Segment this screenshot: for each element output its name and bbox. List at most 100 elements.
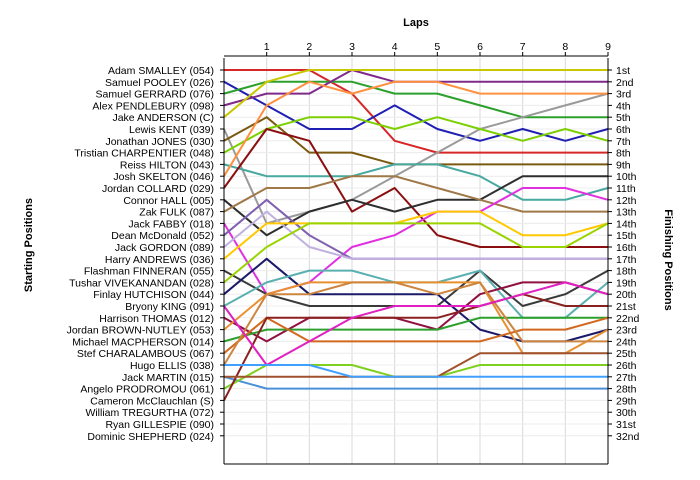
starting-position-label: Jack MARTIN (015) [122,372,214,384]
series-line-25 [223,316,609,354]
starting-position-label: Cameron McClauchlan (S) [90,395,214,407]
starting-position-label: Hugo ELLIS (038) [130,360,214,372]
starting-position-label: Dominic SHEPHERD (024) [87,431,214,443]
x-tick-label: 5 [434,41,440,53]
finishing-position-labels: 1st2nd3rd4th5th6th7th8th9th10th11th12th1… [616,65,640,443]
series-line-4 [223,69,608,107]
starting-position-label: Dean McDonald (052) [111,230,214,242]
finishing-position-label: 31st [616,419,636,431]
series-line-27 [223,375,608,390]
y-right-label: Finishing Positions [662,209,674,310]
finishing-position-label: 23rd [616,325,637,337]
starting-position-labels: Adam SMALLEY (054)Samuel POOLEY (026)Sam… [67,65,214,443]
finishing-position-label: 28th [616,384,637,396]
starting-position-label: Jordan COLLARD (029) [102,183,214,195]
series-line-10 [223,80,608,177]
series-line-1 [224,69,608,154]
series-line-17 [223,210,609,260]
starting-position-label: Adam SMALLEY (054) [108,65,214,77]
starting-position-label: Stef CHARALAMBOUS (067) [77,348,214,360]
finishing-position-label: 29th [616,395,637,407]
finishing-position-label: 14th [616,218,637,230]
starting-position-label: Ryan GILLESPIE (090) [105,419,214,431]
x-tick-label: 6 [477,41,483,53]
starting-position-label: Lewis KENT (039) [129,124,214,136]
starting-position-label: Samuel GERRARD (076) [96,89,214,101]
starting-position-label: Jack GORDON (089) [115,242,214,254]
chart-title: Laps [403,17,429,29]
x-tick-label: 4 [392,41,398,53]
y-left-label: Starting Positions [23,198,35,292]
finishing-position-label: 24th [616,336,637,348]
finishing-position-label: 3rd [616,89,631,101]
finishing-position-label: 22nd [616,313,640,325]
starting-position-label: Michael MACPHERSON (014) [72,336,214,348]
starting-position-label: Alex PENDLEBURY (098) [92,100,214,112]
x-tick-label: 8 [562,41,568,53]
series-line-8 [223,116,609,154]
starting-position-label: Finlay HUTCHISON (044) [93,289,214,301]
series-line-15 [223,198,608,260]
series-line-19 [223,222,609,284]
finishing-position-label: 12th [616,195,637,207]
starting-position-label: Connor HALL (005) [123,195,214,207]
series-line-32 [224,364,608,378]
finishing-position-label: 10th [616,171,637,183]
finishing-position-label: 13th [616,207,637,219]
starting-position-label: William TREGURTHA (072) [85,407,214,419]
finishing-position-label: 26th [616,360,637,372]
series-line-29 [223,293,608,401]
finishing-position-label: 11th [616,183,636,195]
x-tick-label: 7 [520,41,526,53]
axes [220,52,612,465]
finishing-position-label: 9th [616,159,631,171]
starting-position-label: Jake ANDERSON (C) [112,112,214,124]
starting-position-label: Jack FABBY (018) [128,218,214,230]
finishing-position-label: 2nd [616,77,634,89]
x-tick-label: 9 [605,41,611,53]
series-line-26 [223,281,608,366]
series-line-16 [223,210,608,260]
starting-position-label: Tushar VIVEKANANDAN (028) [69,277,214,289]
series-line-22 [223,281,609,343]
finishing-position-label: 4th [616,100,631,112]
finishing-position-label: 18th [616,266,637,278]
series-line-12 [223,175,608,237]
starting-position-label: Jonathan JONES (030) [105,136,214,148]
finishing-position-label: 5th [616,112,631,124]
finishing-position-label: 8th [616,148,631,160]
finishing-position-label: 27th [616,372,637,384]
starting-position-label: Harrison THOMAS (012) [99,313,214,325]
starting-position-label: Zak FULK (087) [139,207,214,219]
finishing-position-label: 30th [616,407,637,419]
starting-position-label: Flashman FINNERAN (055) [84,266,214,278]
finishing-position-label: 1st [616,65,630,77]
finishing-position-label: 15th [616,230,637,242]
starting-position-label: Angelo PRODROMOU (061) [80,384,214,396]
finishing-position-label: 21st [616,301,636,313]
finishing-position-label: 19th [616,277,637,289]
series-lines [223,69,609,401]
series-line-2 [223,80,609,142]
starting-position-label: Josh SKELTON (046) [113,171,214,183]
x-tick-labels: 1 2 3 4 5 6 7 8 9 [264,41,611,53]
series-line-9 [223,163,609,201]
x-tick-label: 2 [306,41,312,53]
finishing-position-label: 25th [616,348,637,360]
x-tick-label: 1 [264,41,270,53]
starting-position-label: Bryony KING (091) [125,301,214,313]
finishing-position-label: 20th [616,289,637,301]
starting-position-label: Tristian CHARPENTIER (048) [74,148,214,160]
series-line-5 [223,69,608,118]
finishing-position-label: 32nd [616,431,640,443]
finishing-position-label: 16th [616,242,637,254]
starting-position-label: Jordan BROWN-NUTLEY (053) [67,325,214,337]
x-tick-label: 3 [349,41,355,53]
starting-position-label: Samuel POOLEY (026) [105,77,214,89]
finishing-position-label: 7th [616,136,631,148]
finishing-position-label: 17th [616,254,637,266]
starting-position-label: Reiss HILTON (043) [120,159,214,171]
series-line-31 [223,281,609,366]
starting-position-label: Harry ANDREWS (036) [105,254,214,266]
